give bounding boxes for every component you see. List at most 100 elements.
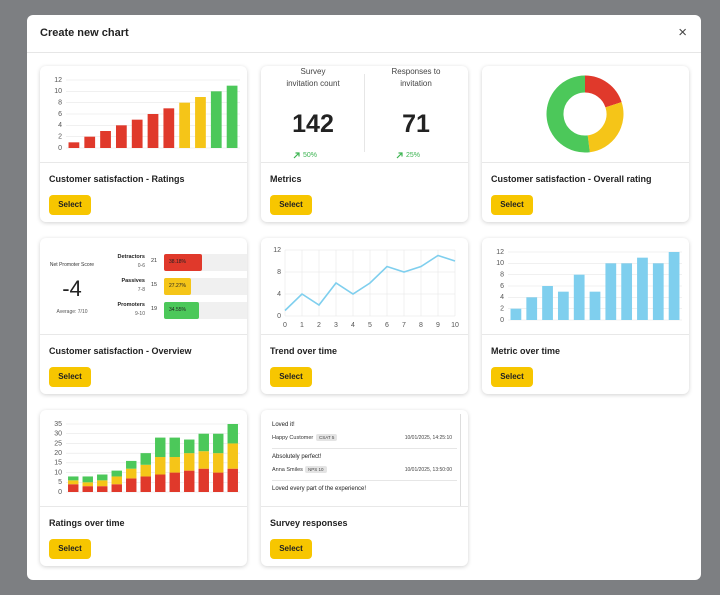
bar-segment (198, 468, 209, 492)
bar-segment (140, 464, 151, 477)
bar-chart: 0 2 4 6 8 10 12 (496, 249, 682, 324)
list-edge (460, 414, 461, 506)
bar-segment (184, 453, 195, 471)
y-tick-label: 10 (54, 469, 62, 476)
chart-card[interactable]: Loved it! Happy Customer CSAT 5 10/01/2025,… (261, 410, 468, 566)
row-range: 9-10 (134, 311, 145, 317)
bar (68, 142, 80, 148)
row-name: Promoters (117, 302, 145, 308)
bar (621, 263, 633, 320)
bar-segment (227, 443, 238, 469)
bar (115, 125, 127, 148)
select-button[interactable]: Select (270, 367, 312, 387)
chart-card[interactable]: 0 2 4 6 8 10 12 Customer satisfaction - Ratings… (40, 66, 247, 222)
row-track: 34.55% (164, 302, 247, 319)
bar-segment (155, 457, 166, 475)
bar-segment (68, 484, 79, 492)
close-button[interactable]: × (678, 24, 687, 41)
response-author: Happy Customer (272, 435, 314, 441)
row-count: 19 (151, 306, 158, 312)
x-tick-label: 5 (368, 322, 372, 329)
metric-label: Survey invitation count (286, 67, 340, 88)
bar (210, 91, 222, 148)
bar-chart: 0 2 4 6 8 10 12 (54, 77, 240, 152)
chart-preview: Net Promoter Score -4 Average: 7/10 Detract… (40, 238, 247, 335)
bar-segment (155, 474, 166, 492)
y-tick-label: 2 (500, 306, 504, 313)
response-text: Absolutely perfect! (272, 454, 322, 460)
nps-score: -4 (62, 276, 82, 301)
separator (272, 480, 457, 481)
select-button[interactable]: Select (270, 539, 312, 559)
chart-card[interactable]: Survey invitation count 142 50% Responses t… (261, 66, 468, 222)
x-tick-label: 1 (300, 322, 304, 329)
row-track: 38.18% (164, 254, 247, 271)
donut-segment (546, 75, 590, 153)
bar-segment (169, 472, 180, 492)
bar (589, 291, 601, 320)
chart-preview (482, 66, 689, 163)
bar-segment (140, 476, 151, 492)
y-tick-label: 8 (500, 272, 504, 279)
arrow (396, 152, 403, 159)
x-tick-label: 3 (334, 322, 338, 329)
bar-segment (140, 453, 151, 465)
select-button[interactable]: Select (49, 539, 91, 559)
bar-segment (82, 476, 93, 483)
bar (637, 257, 648, 320)
bar-segment (213, 433, 224, 454)
bar (179, 102, 191, 148)
y-tick-label: 8 (58, 100, 62, 107)
donut-segment (587, 102, 624, 153)
select-button[interactable]: Select (49, 195, 91, 215)
bar-segment (126, 478, 137, 492)
select-button[interactable]: Select (270, 195, 312, 215)
donut-segment (584, 75, 622, 108)
y-tick-label: 4 (277, 291, 281, 298)
line (284, 254, 456, 312)
select-button[interactable]: Select (491, 367, 533, 387)
chart-card[interactable]: 0 5 10 15 20 25 30 35 Ratings over time Select (40, 410, 247, 566)
select-button[interactable]: Select (491, 195, 533, 215)
y-tick-label: 0 (58, 145, 62, 152)
row-range: 7-8 (137, 287, 145, 293)
x-tick-label: 2 (317, 322, 321, 329)
bar (573, 274, 585, 320)
arrow (293, 152, 300, 159)
trend-icon (293, 152, 300, 159)
row-share: 27.27% (169, 283, 186, 289)
card-title: Customer satisfaction - Overall rating (491, 174, 652, 184)
bar (226, 85, 238, 148)
bar (605, 263, 617, 320)
chart-card[interactable]: Net Promoter Score -4 Average: 7/10 Detract… (40, 238, 247, 394)
chart-card[interactable]: 0 4 8 12 0 1 2 3 4 5 6 7 8 9 10 Trend over time Select (261, 238, 468, 394)
y-tick-label: 6 (500, 283, 504, 290)
chart-preview: 0 2 4 6 8 10 12 (482, 238, 689, 335)
bar-segment (68, 476, 79, 481)
separator (272, 448, 457, 449)
card-title: Metric over time (491, 346, 561, 356)
bar-segment (198, 433, 209, 452)
chart-preview: 0 2 4 6 8 10 12 (40, 66, 247, 163)
bar (510, 308, 522, 320)
bar-segment (169, 457, 180, 473)
chart-card[interactable]: Customer satisfaction - Overall rating Se… (482, 66, 689, 222)
y-tick-label: 15 (54, 460, 62, 467)
select-button[interactable]: Select (49, 367, 91, 387)
response-tag: CSAT 5 (316, 434, 338, 441)
y-tick-label: 8 (277, 269, 281, 276)
row-bar: 34.55% (164, 302, 199, 319)
chart-preview: Loved it! Happy Customer CSAT 5 10/01/2025,… (261, 410, 468, 507)
bar-segment (111, 484, 122, 492)
dialog: Create new chart × 0 2 4 6 8 10 12 Customer sat… (27, 15, 701, 580)
chart-card[interactable]: 0 2 4 6 8 10 12 Metric over time Select (482, 238, 689, 394)
y-tick-label: 0 (500, 317, 504, 324)
bar-segment (184, 439, 195, 454)
bar (195, 97, 206, 148)
chart-preview: Survey invitation count 142 50% Responses t… (261, 66, 468, 163)
card-title: Customer satisfaction - Ratings (49, 174, 185, 184)
row-name: Passives (121, 278, 145, 284)
y-tick-label: 4 (500, 294, 504, 301)
y-tick-label: 4 (58, 122, 62, 129)
change-text: 50% (303, 152, 318, 159)
